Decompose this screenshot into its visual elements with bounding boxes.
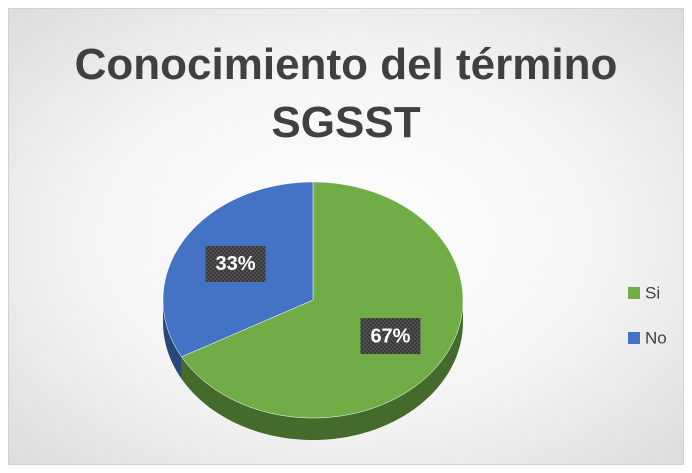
slice-side [181, 300, 463, 440]
legend-swatch [628, 287, 640, 299]
data-label: 67% [370, 325, 410, 347]
legend-label: Si [645, 283, 660, 302]
legend-label: No [645, 328, 667, 347]
data-label-box [205, 245, 266, 282]
legend-swatch [628, 332, 640, 344]
slice [181, 181, 464, 419]
data-label-box [360, 318, 421, 355]
data-label: 33% [216, 253, 256, 275]
chart-title: Conocimiento del término SGSST [74, 40, 618, 147]
slice-side [163, 300, 182, 379]
